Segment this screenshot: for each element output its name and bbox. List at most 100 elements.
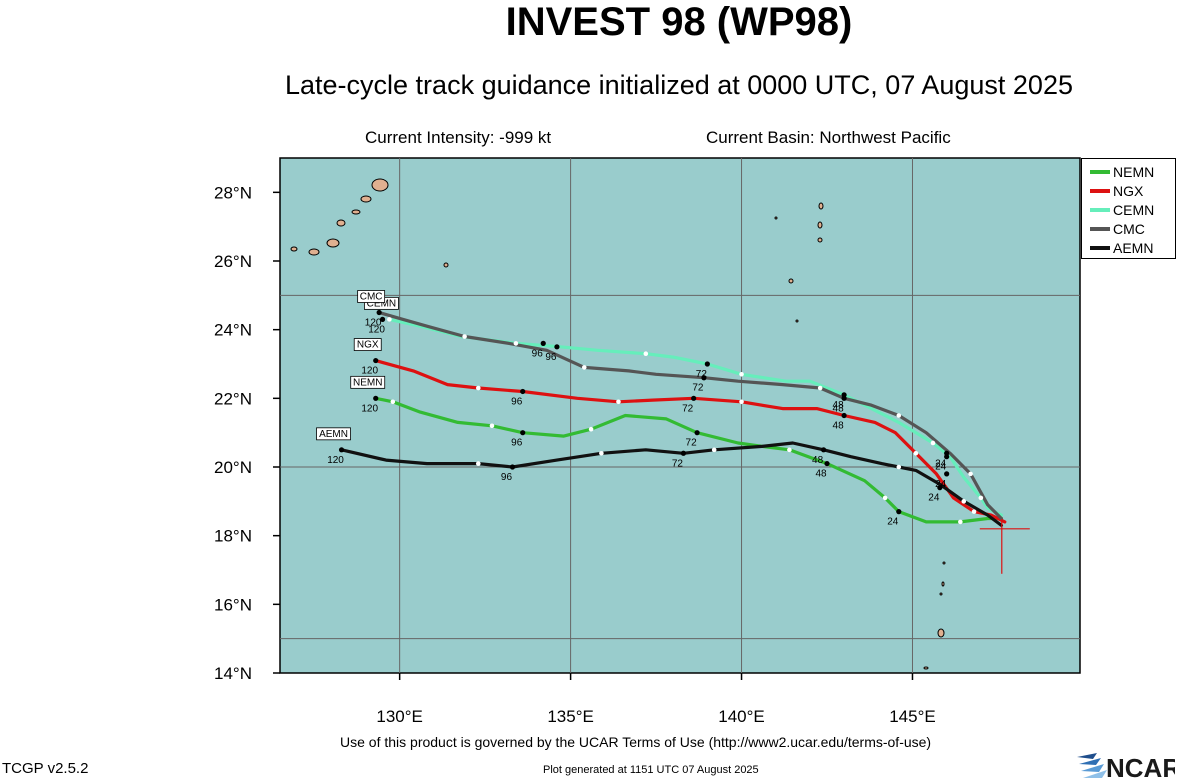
legend-label: NEMN	[1113, 163, 1155, 180]
model-tag-ngx: NGX	[357, 340, 379, 351]
track-point	[787, 447, 792, 453]
x-tick-label: 130°E	[376, 707, 423, 726]
tau-marker	[820, 447, 827, 453]
track-point	[896, 413, 902, 418]
track-point	[711, 447, 717, 453]
tau-label: 96	[511, 438, 523, 449]
island	[351, 209, 361, 215]
tau-label: 72	[672, 458, 684, 469]
tau-marker	[376, 309, 382, 316]
tau-marker	[379, 316, 386, 322]
y-tick-label: 28°N	[214, 183, 252, 202]
island	[774, 216, 778, 220]
legend-item-aemn: AEMN	[1090, 239, 1153, 256]
tau-marker	[554, 344, 560, 350]
track-cmc	[377, 310, 1003, 521]
chart-subtitle: Late-cycle track guidance initialized at…	[285, 70, 1073, 100]
track-point	[739, 372, 744, 377]
ncar-swoosh-icon	[1077, 753, 1107, 778]
tau-label: 72	[696, 369, 708, 380]
legend-label: CEMN	[1113, 201, 1155, 218]
track-point	[475, 461, 481, 466]
track-point	[930, 440, 936, 446]
y-tick-label: 14°N	[214, 664, 252, 683]
track-point	[968, 471, 973, 477]
track-point	[739, 399, 744, 405]
island	[788, 278, 794, 284]
island	[817, 237, 823, 243]
legend-item-cemn: CEMN	[1090, 201, 1154, 218]
tau-label: 120	[361, 403, 378, 414]
ncar-logo: NCAR	[1077, 753, 1175, 779]
y-tick-label: 26°N	[214, 252, 252, 271]
tau-marker	[509, 464, 516, 470]
tau-marker	[680, 450, 687, 456]
plot-area	[279, 157, 1081, 674]
tau-label: 48	[812, 455, 824, 466]
tau-label: 96	[511, 396, 523, 407]
tau-label: 48	[815, 469, 827, 480]
y-tick-label: 16°N	[214, 595, 252, 614]
tau-label: 48	[833, 403, 845, 414]
legend-swatch	[1090, 188, 1110, 193]
legend-item-ngx: NGX	[1090, 182, 1143, 199]
island	[818, 202, 824, 210]
tau-label: 24	[935, 458, 947, 469]
legend-swatch	[1090, 169, 1110, 174]
track-point	[616, 399, 621, 405]
tau-marker	[824, 460, 830, 467]
x-tick-label: 145°E	[889, 707, 936, 726]
tau-label: 120	[327, 455, 344, 466]
tau-marker	[896, 509, 902, 515]
model-tag-nemn: NEMN	[353, 377, 382, 388]
legend-item-nemn: NEMN	[1090, 163, 1154, 180]
track-point	[971, 509, 977, 514]
tau-marker	[338, 447, 345, 453]
version-label: TCGP v2.5.2	[2, 760, 89, 777]
track-aemn	[339, 441, 1003, 527]
tau-label: 72	[686, 438, 698, 449]
tau-marker	[704, 361, 710, 367]
x-tick-label: 140°E	[718, 707, 765, 726]
tau-marker	[841, 395, 847, 401]
track-point	[581, 365, 587, 370]
track-point	[958, 519, 963, 525]
y-tick-label: 18°N	[214, 527, 252, 546]
island	[336, 219, 346, 227]
legend-label: CMC	[1113, 220, 1145, 237]
track-point	[588, 426, 594, 432]
y-tick-label: 24°N	[214, 321, 252, 340]
island	[443, 262, 449, 268]
current-intensity: Current Intensity: -999 kt	[365, 128, 552, 147]
track-point	[817, 385, 823, 391]
island	[939, 592, 943, 596]
island	[923, 666, 929, 670]
tau-label: 24	[935, 462, 947, 473]
y-tick-label: 20°N	[214, 458, 252, 477]
legend: NEMN NGX CEMN CMC AEMN	[1081, 158, 1176, 259]
x-tick-label: 135°E	[547, 707, 594, 726]
tau-label: 48	[833, 421, 845, 432]
track-point	[643, 351, 649, 357]
legend-label: NGX	[1113, 182, 1144, 199]
tau-marker	[520, 430, 526, 436]
island	[941, 581, 945, 587]
tau-label: 24	[887, 517, 899, 528]
tau-marker	[944, 471, 950, 477]
island	[360, 195, 372, 203]
island	[942, 561, 946, 565]
tau-label: 120	[365, 318, 382, 329]
legend-label: AEMN	[1113, 239, 1154, 256]
track-point	[913, 450, 919, 456]
terms-of-use: Use of this product is governed by the U…	[340, 734, 932, 750]
track-nemn	[374, 396, 1003, 524]
model-tag-cemn: CEMN	[367, 298, 396, 309]
tau-label: 96	[545, 352, 557, 363]
tau-marker	[944, 450, 950, 456]
tau-marker	[373, 395, 379, 401]
island	[326, 238, 340, 248]
model-tag-box	[350, 375, 386, 389]
tau-marker	[373, 357, 379, 364]
track-point	[961, 499, 967, 504]
